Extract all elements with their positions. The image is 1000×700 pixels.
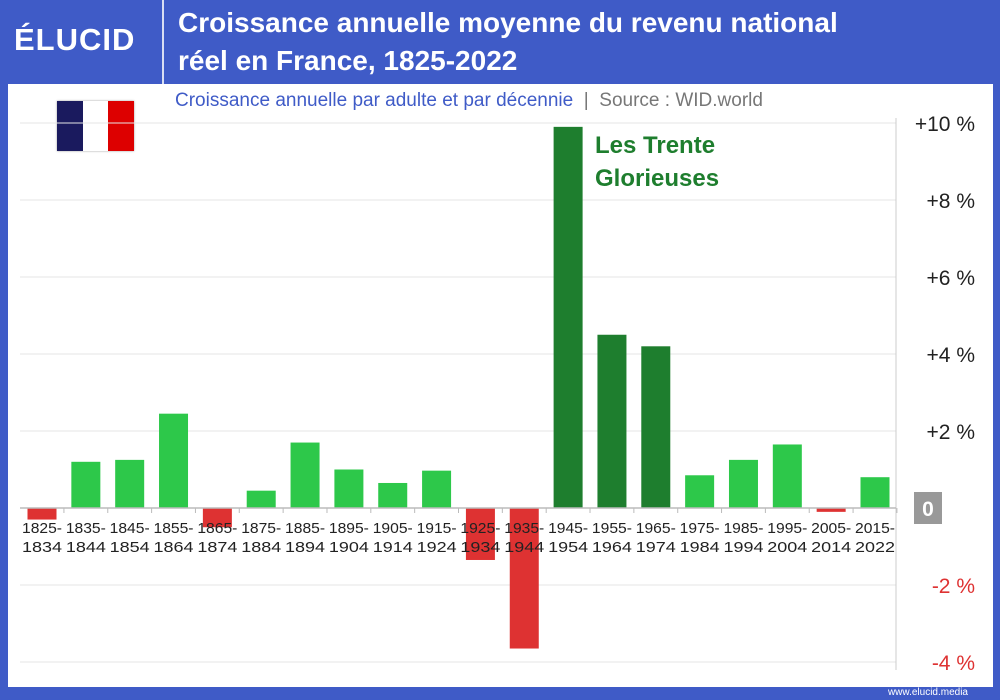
x-tick-label: 1925- [460,520,500,537]
x-tick-label: 1854 [110,539,150,556]
x-tick-label: 1924 [417,539,457,556]
bar-1835-1844 [71,461,101,508]
flag-white [82,101,109,151]
header: ÉLUCID Croissance annuelle moyenne du re… [0,0,1000,84]
x-tick-label: 2014 [811,539,851,556]
y-tick-label: +6 % [927,267,975,290]
x-tick-label: 2015- [855,520,895,537]
bar-1945-1954 [553,126,583,508]
x-tick-label: 1965- [636,520,676,537]
x-tick-label: 1945- [548,520,588,537]
x-tick-label: 1934 [460,539,500,556]
bar-1915-1924 [422,470,452,508]
x-tick-label: 1825- [22,520,62,537]
footer-url: www.elucid.media [887,687,968,698]
x-tick-label: 1954 [548,539,588,556]
bar-1845-1854 [115,459,145,508]
x-tick-label: 2005- [811,520,851,537]
title-line-2: réel en France, 1825-2022 [178,45,518,76]
x-tick-label: 1884 [241,539,281,556]
y-tick-label: +10 % [915,113,975,136]
x-tick-label: 1855- [154,520,194,537]
bar-1995-2004 [772,444,802,508]
y-tick-label: +8 % [927,190,975,213]
x-tick-label: 1874 [197,539,237,556]
x-tick-label: 1834 [22,539,62,556]
y-tick-label: -2 % [932,575,975,598]
bar-1825-1834 [27,508,57,520]
source-text: Source : WID.world [599,90,763,111]
y-tick-label: +2 % [927,421,975,444]
header-divider [162,0,164,84]
x-tick-label: 1935- [504,520,544,537]
x-tick-label: 1974 [636,539,676,556]
x-tick-label: 2004 [767,539,807,556]
x-tick-label: 1975- [680,520,720,537]
bar-1935-1944 [509,508,539,649]
x-tick-label: 1845- [110,520,150,537]
bar-1925-1934 [465,508,495,560]
subtitle: Croissance annuelle par adulte et par dé… [175,90,763,111]
x-tick-label: 1865- [197,520,237,537]
x-tick-label: 1875- [241,520,281,537]
chart-title: Croissance annuelle moyenne du revenu na… [178,4,838,80]
title-line-1: Croissance annuelle moyenne du revenu na… [178,7,838,38]
bar-1975-1984 [685,475,715,508]
annotation-trente-glorieuses: Glorieuses [595,165,719,192]
x-tick-label: 1944 [504,539,544,556]
x-tick-label: 1995- [767,520,807,537]
subtitle-text: Croissance annuelle par adulte et par dé… [175,90,574,111]
flag-red [108,101,135,151]
bar-1865-1874 [202,508,232,528]
x-tick-label: 1985- [723,520,763,537]
x-tick-label: 1984 [680,539,720,556]
bar-2005-2014 [816,508,846,512]
x-tick-label: 1864 [154,539,194,556]
x-tick-label: 1914 [373,539,413,556]
bar-1985-1994 [728,459,758,508]
france-flag-icon [57,101,135,151]
x-tick-label: 1955- [592,520,632,537]
bar-2015-2022 [860,477,890,508]
bar-1895-1904 [334,469,364,508]
x-tick-label: 1885- [285,520,325,537]
annotation-trente-glorieuses: Les Trente [595,132,715,159]
x-tick-label: 1904 [329,539,369,556]
flag-blue [57,101,83,151]
y-tick-label: +4 % [927,344,975,367]
x-tick-label: 1895- [329,520,369,537]
x-tick-label: 1964 [592,539,632,556]
y-tick-label: 0 [922,498,934,521]
bar-1955-1964 [597,334,627,508]
bar-1885-1894 [290,442,320,508]
x-tick-label: 1994 [723,539,763,556]
bar-1855-1864 [159,413,189,508]
x-tick-label: 1894 [285,539,325,556]
y-tick-label: -4 % [932,652,975,675]
bar-1965-1974 [641,346,671,508]
bar-1875-1884 [246,490,276,508]
elucid-logo: ÉLUCID [14,22,136,57]
x-tick-label: 1905- [373,520,413,537]
x-tick-label: 1844 [66,539,106,556]
zero-label-bg [914,492,942,524]
x-tick-label: 1835- [66,520,106,537]
x-tick-label: 1915- [417,520,457,537]
x-tick-label: 2022 [855,539,895,556]
bar-1905-1914 [378,482,408,508]
chart-panel [8,84,993,687]
